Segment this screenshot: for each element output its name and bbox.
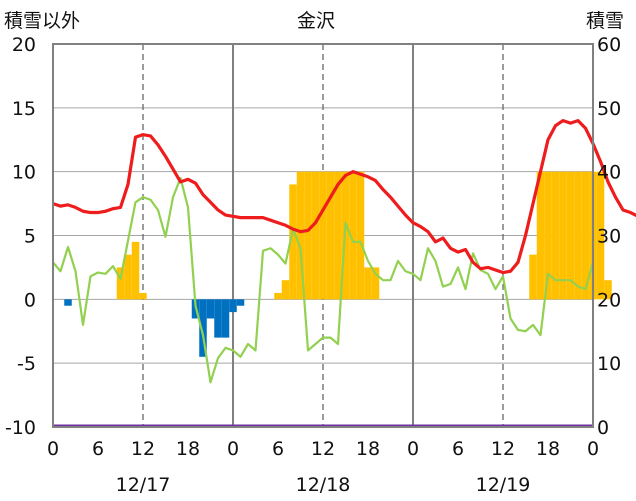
snow-depth-bar [559, 171, 567, 300]
red-series-line [52, 118, 636, 275]
left-tick-label: 15 [12, 98, 36, 120]
snow-depth-bar [326, 171, 335, 300]
right-tick-label: 60 [597, 34, 621, 56]
blue-bar [229, 299, 237, 313]
left-tick-label: 20 [12, 34, 36, 56]
blue-bar [214, 299, 222, 338]
right-tick-label: 30 [597, 226, 621, 248]
snow-depth-bar [371, 267, 380, 300]
right-axis-title: 積雪 [586, 10, 625, 32]
snow-depth-bar [139, 292, 147, 300]
blue-bar [64, 299, 72, 306]
left-axis-title: 積雪以外 [4, 10, 81, 32]
right-tick-label: 50 [597, 98, 621, 120]
left-tick-label: 5 [24, 226, 36, 248]
snow-depth-bar [566, 171, 575, 300]
snow-depth-bar [349, 171, 357, 300]
snow-depth-bar [544, 171, 552, 300]
left-tick-label: -10 [5, 417, 36, 439]
snow-depth-bar [334, 171, 342, 300]
snow-depth-bar [124, 254, 132, 300]
chart-title: 金沢 [297, 10, 336, 32]
snow-depth-bar [596, 171, 605, 300]
snow-depth-bar [536, 171, 545, 300]
right-tick-label: 20 [597, 289, 621, 311]
plot-border [52, 43, 594, 428]
hour-tick-label: 12 [131, 438, 155, 460]
hour-tick-label: 0 [587, 438, 599, 460]
right-tick-label: 0 [597, 417, 609, 439]
hour-tick-label: 18 [536, 438, 560, 460]
snow-depth-bar [364, 267, 372, 300]
green-series-line [52, 176, 595, 384]
hour-tick-label: 6 [272, 438, 284, 460]
hour-tick-label: 18 [176, 438, 200, 460]
snow-depth-bar [581, 171, 590, 300]
hour-tick-label: 0 [47, 438, 59, 460]
snow-depth-bar [296, 171, 305, 300]
hour-tick-label: 0 [227, 438, 239, 460]
blue-bar [206, 299, 215, 319]
snow-depth-bar [574, 171, 582, 300]
date-label: 12/17 [116, 474, 171, 496]
snow-depth-bar [274, 292, 282, 300]
snow-depth-bar [311, 171, 320, 300]
hour-tick-label: 18 [356, 438, 380, 460]
snow-depth-bar [116, 267, 125, 300]
snow-depth-bar [131, 241, 140, 300]
snow-depth-bar [319, 171, 327, 300]
snow-depth-bar [289, 184, 297, 300]
date-label: 12/18 [296, 474, 351, 496]
snow-depth-bar [304, 171, 312, 300]
snow-depth-bar [281, 280, 290, 300]
plot-frame [52, 43, 594, 428]
snow-depth-bar [356, 171, 365, 300]
snow-depth-bar [529, 254, 537, 300]
left-tick-label: 0 [24, 289, 36, 311]
right-tick-label: 10 [597, 353, 621, 375]
blue-bar [236, 299, 245, 306]
left-tick-label: 10 [12, 162, 36, 184]
hour-tick-label: 0 [407, 438, 419, 460]
snow-depth-bar [604, 280, 612, 300]
left-tick-label: -5 [17, 353, 36, 375]
right-tick-label: 40 [597, 162, 621, 184]
blue-bar [199, 299, 207, 357]
hour-tick-label: 12 [311, 438, 335, 460]
hour-tick-label: 6 [92, 438, 104, 460]
hour-tick-label: 12 [491, 438, 515, 460]
blue-bar [221, 299, 230, 338]
date-label: 12/19 [476, 474, 531, 496]
snow-depth-bar [551, 171, 560, 300]
hour-tick-label: 6 [452, 438, 464, 460]
